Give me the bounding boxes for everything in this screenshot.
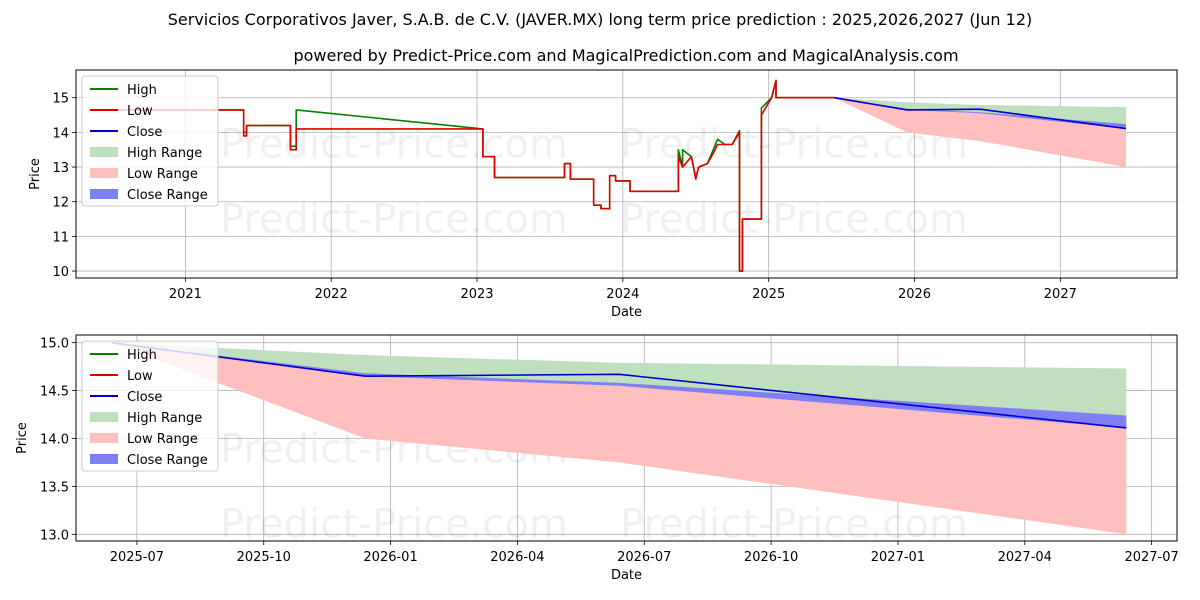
legend-swatch-box — [90, 189, 118, 199]
y-tick-label: 11 — [52, 230, 69, 245]
y-tick-label: 14.0 — [40, 432, 69, 447]
x-tick-label: 2027-04 — [998, 550, 1052, 565]
x-tick-label: 2026-01 — [363, 550, 417, 565]
x-tick-label: 2023 — [460, 287, 493, 302]
x-tick-label: 2026-04 — [490, 550, 544, 565]
legend: High Low Close High Range Low Range Close Ran… — [81, 75, 219, 207]
watermark-text: Predict-Price.com — [620, 502, 968, 548]
x-tick-label: 2026-10 — [744, 550, 798, 565]
low-range-band — [111, 342, 1127, 535]
panel-1: 2021 2022 2023 2024 2025 2026 2027 10 11 12 13 14 15… — [28, 69, 1178, 320]
y-axis-label: Price — [28, 158, 43, 190]
legend-label: Close Range — [127, 188, 208, 203]
watermark-text: Predict-Price.com — [220, 196, 568, 242]
x-tick-label: 2024 — [606, 287, 639, 302]
legend-label: Close — [127, 125, 162, 140]
x-tick-label: 2022 — [315, 287, 348, 302]
legend-label: Low Range — [127, 167, 198, 182]
x-tick-label: 2027-01 — [871, 550, 925, 565]
legend-label: High — [127, 83, 157, 98]
x-tick-label: 2025-07 — [110, 550, 164, 565]
x-tick-label: 2026 — [898, 287, 931, 302]
legend-label: Low Range — [127, 432, 198, 447]
watermark-text: Predict-Price.com — [620, 196, 968, 242]
watermark-text: Predict-Price.com — [220, 502, 568, 548]
panel-frame — [75, 334, 1178, 542]
legend-label: High Range — [127, 146, 202, 161]
y-tick-label: 15 — [52, 92, 69, 107]
x-tick-label: 2025-10 — [237, 550, 291, 565]
x-tick-label: 2027 — [1044, 287, 1077, 302]
y-tick-label: 13.0 — [40, 528, 69, 543]
legend-label: Close Range — [127, 453, 208, 468]
y-axis-label: Price — [15, 422, 30, 454]
y-tick-label: 14 — [52, 126, 69, 141]
y-tick-label: 13.5 — [40, 480, 69, 495]
legend-label: High — [127, 348, 157, 363]
legend-label: Low — [127, 369, 153, 384]
y-tick-label: 10 — [52, 265, 69, 280]
close-range-band — [111, 342, 1127, 428]
low-range-band — [834, 97, 1126, 168]
low-series-line — [105, 79, 835, 272]
plot-area — [111, 341, 1127, 535]
x-tick-label: 2025 — [752, 287, 785, 302]
legend-swatch-box — [90, 147, 118, 157]
chart-subtitle: powered by Predict-Price.com and Magical… — [293, 46, 958, 65]
close-forecast-line — [111, 341, 1127, 429]
legend-swatch-box — [90, 412, 118, 422]
x-tick-label: 2027-07 — [1124, 550, 1178, 565]
chart-title: Servicios Corporativos Javer, S.A.B. de … — [168, 10, 1033, 29]
legend: High Low Close High Range Low Range Close Ran… — [81, 340, 219, 472]
plot-area — [105, 79, 1127, 272]
legend-label: Low — [127, 104, 153, 119]
legend-label: Close — [127, 390, 162, 405]
legend-swatch-box — [90, 454, 118, 464]
close-forecast-line — [834, 96, 1127, 130]
close-range-band — [834, 97, 1126, 129]
y-tick-label: 13 — [52, 161, 69, 176]
x-tick-label: 2026-07 — [617, 550, 671, 565]
y-tick-label: 12 — [52, 196, 69, 211]
panel-2: 2025-07 2025-10 2026-01 2026-04 2026-07 2026-… — [15, 334, 1179, 583]
panel-frame — [75, 69, 1178, 279]
x-tick-label: 2021 — [169, 287, 202, 302]
legend-swatch-box — [90, 433, 118, 443]
x-axis-label: Date — [611, 305, 642, 320]
y-tick-label: 15.0 — [40, 337, 69, 352]
legend-label: High Range — [127, 411, 202, 426]
y-tick-label: 14.5 — [40, 385, 69, 400]
x-axis-label: Date — [611, 568, 642, 583]
legend-swatch-box — [90, 168, 118, 178]
